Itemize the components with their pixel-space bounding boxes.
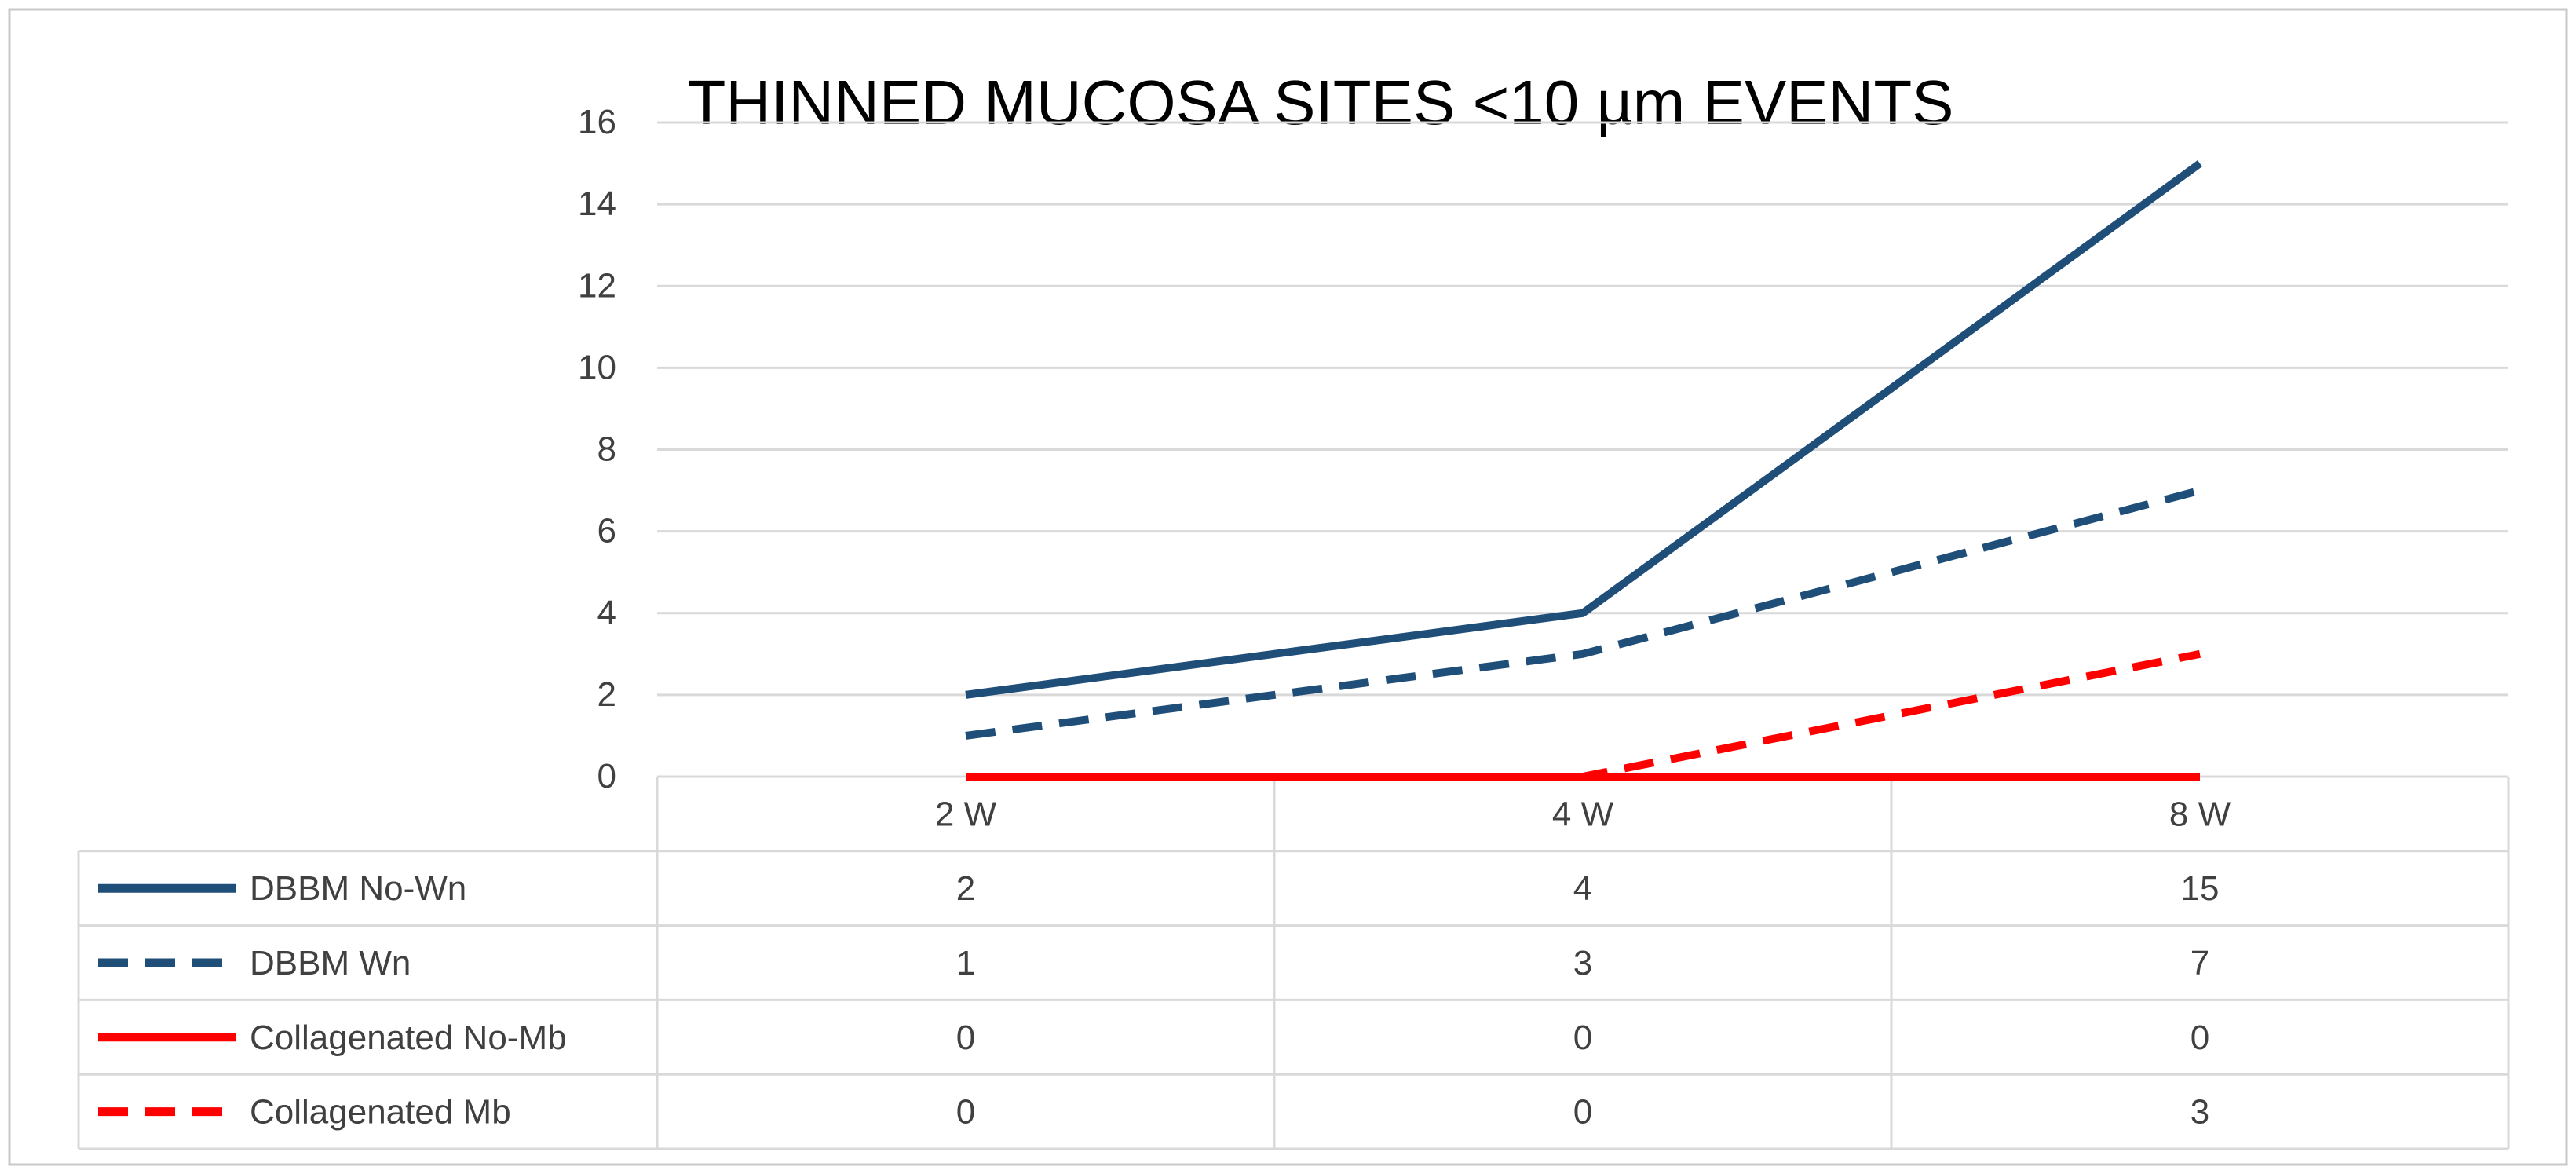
series-lines: [965, 160, 2202, 781]
y-tick-label: 4: [597, 594, 616, 632]
y-tick-label: 12: [578, 266, 616, 305]
table-value: 3: [1573, 944, 1592, 982]
y-tick-label: 0: [597, 757, 616, 795]
series-name-label: DBBM No-Wn: [250, 869, 466, 908]
series-name-label: Collagenated No-Mb: [250, 1019, 567, 1057]
series-name-label: Collagenated Mb: [250, 1093, 511, 1132]
series-line: [965, 486, 2201, 740]
table-value: 0: [956, 1019, 975, 1057]
y-axis: 0 2 4 6 8 10 12 14 16: [578, 103, 616, 795]
y-tick-label: 8: [597, 430, 616, 469]
chart-title: THINNED MUCOSA SITES <10 µm EVENTS: [687, 68, 1953, 137]
x-tick-label: 4 W: [1552, 795, 1614, 833]
y-tick-label: 14: [578, 185, 616, 223]
y-tick-label: 10: [578, 348, 616, 386]
y-tick-label: 2: [597, 675, 616, 714]
table-value: 0: [1573, 1019, 1592, 1057]
series-name-label: DBBM Wn: [250, 944, 411, 982]
table-value: 1: [956, 944, 975, 982]
data-table: 2 W 4 W 8 W DBBM No-Wn 2 4 15 DBBM Wn 1 3 7 Collage…: [77, 775, 2510, 1150]
x-tick-label: 8 W: [2169, 795, 2231, 833]
y-tick-label: 6: [597, 512, 616, 550]
y-tick-label: 16: [578, 103, 616, 141]
x-tick-label: 2 W: [935, 795, 997, 833]
series-line: [965, 160, 2202, 699]
table-value: 15: [2181, 869, 2220, 908]
chart-border: [8, 8, 2568, 1166]
table-value: 3: [2191, 1093, 2209, 1132]
table-value: 0: [956, 1093, 975, 1132]
table-value: 0: [1573, 1093, 1592, 1132]
table-value: 4: [1573, 869, 1592, 908]
table-value: 7: [2191, 944, 2209, 982]
table-value: 2: [956, 869, 975, 908]
table-value: 0: [2191, 1019, 2209, 1057]
